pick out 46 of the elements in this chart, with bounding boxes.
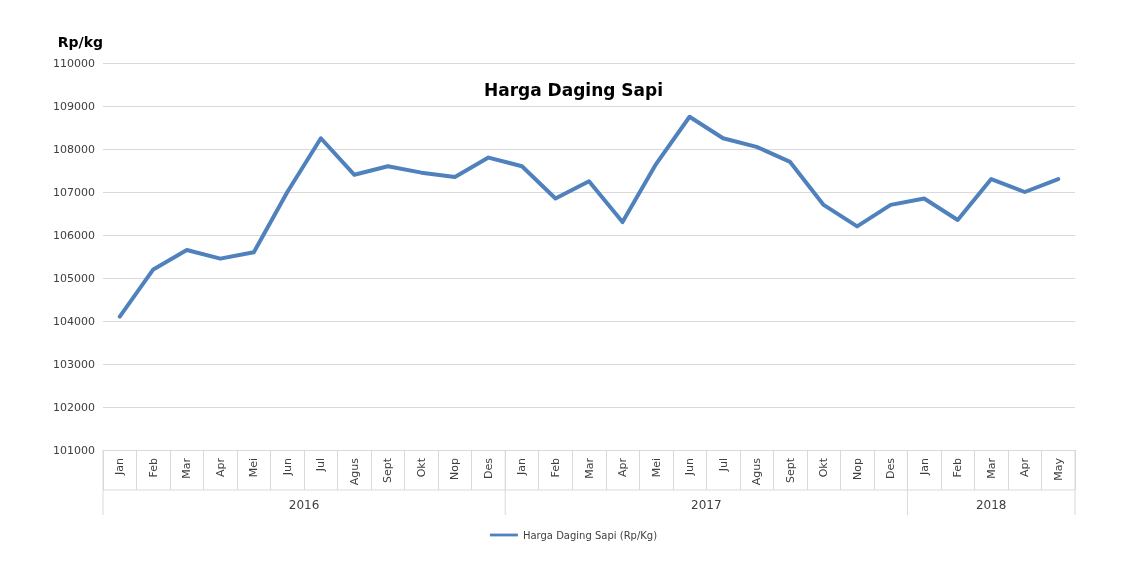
x-tick-label: Okt bbox=[414, 457, 428, 478]
x-tick-label: Apr bbox=[213, 457, 227, 478]
y-tick-label: 101000 bbox=[53, 443, 95, 457]
x-tick-label: Des bbox=[481, 457, 495, 479]
x-tick-label: Jul bbox=[314, 458, 328, 473]
x-tick-label: Des bbox=[884, 457, 898, 479]
x-tick-label: May bbox=[1051, 457, 1065, 481]
y-tick-label: 102000 bbox=[53, 400, 95, 414]
text: Harga Daging Sapi bbox=[483, 79, 664, 100]
x-tick-label: Sept bbox=[783, 457, 797, 484]
x-tick-label: Jan bbox=[113, 457, 127, 476]
y-tick-label: 107000 bbox=[53, 185, 95, 199]
x-tick-label: Agus bbox=[750, 457, 764, 486]
text: 2017 bbox=[691, 498, 722, 512]
x-tick-label: Mar bbox=[984, 457, 998, 479]
x-tick-label: Feb bbox=[951, 457, 965, 478]
x-tick-label: Jul bbox=[716, 458, 730, 473]
x-tick-label: Mar bbox=[582, 457, 596, 479]
y-tick-label: 105000 bbox=[53, 271, 95, 285]
x-tick-label: Jun bbox=[280, 457, 294, 477]
text: 2016 bbox=[288, 498, 320, 512]
y-axis-title: Rp/kg bbox=[57, 34, 103, 50]
x-tick-label: Sept bbox=[381, 457, 395, 484]
line-series bbox=[117, 114, 1061, 319]
x-tick-label: Nop bbox=[850, 457, 864, 480]
x-tick-label: Jan bbox=[917, 457, 931, 476]
x-tick-label: Apr bbox=[1018, 457, 1032, 478]
legend-label: Harga Daging Sapi (Rp/Kg) bbox=[522, 529, 658, 541]
x-tick-label: Feb bbox=[548, 457, 562, 478]
text: 2018 bbox=[975, 498, 1007, 512]
x-tick-label: Okt bbox=[817, 457, 831, 478]
x-tick-label: Jan bbox=[515, 457, 529, 476]
x-tick-label: Apr bbox=[616, 457, 630, 478]
y-tick-label: 109000 bbox=[53, 99, 95, 113]
x-tick-label: Jun bbox=[683, 457, 697, 477]
y-tick-label: 103000 bbox=[53, 357, 95, 371]
x-tick-label: Mar bbox=[180, 457, 194, 479]
x-tick-label: Mei bbox=[649, 458, 663, 478]
x-tick-label: Feb bbox=[146, 457, 160, 478]
x-tick-label: Mei bbox=[247, 458, 261, 478]
x-tick-label: Nop bbox=[448, 457, 462, 480]
y-tick-label: 110000 bbox=[53, 56, 95, 70]
y-tick-label: 106000 bbox=[53, 228, 95, 242]
y-tick-label: 104000 bbox=[53, 314, 95, 328]
x-tick-label: Agus bbox=[347, 457, 361, 486]
y-tick-label: 108000 bbox=[53, 142, 95, 156]
